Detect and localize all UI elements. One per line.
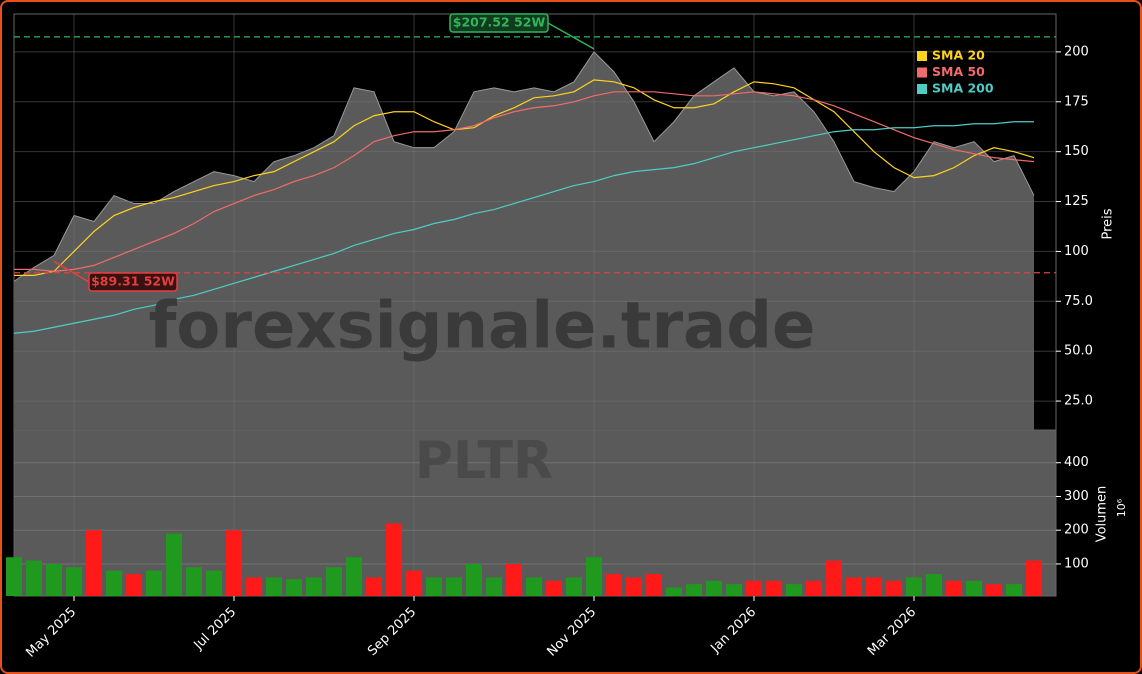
y2-tick-label: 200 [1064,523,1089,538]
volume-bar [446,577,462,596]
volume-bar [286,579,302,596]
volume-bar [986,584,1002,596]
legend-swatch [917,67,927,78]
volume-bar [826,560,842,596]
price-area [14,51,1034,430]
ticker-watermark: PLTR [415,431,553,491]
volume-bar [246,577,262,596]
volume-bar [946,580,962,596]
low-arrow [53,260,90,283]
y2-unit: 10⁶ [1115,498,1128,517]
volume-bar [226,530,242,596]
high-label: $207.52 52W [453,15,546,30]
volume-bar [766,580,782,596]
volume-bar [466,563,482,596]
sma-line [14,79,1035,276]
volume-bar [346,557,362,596]
y2-tick-label: 300 [1064,489,1089,504]
y-tick-label: 100 [1064,244,1089,259]
volume-bar [726,584,742,596]
y-tick-label: 150 [1064,144,1089,159]
volume-bar [866,577,882,596]
x-tick-label: Jan 2026 [707,605,759,657]
y2-tick-label: 400 [1064,455,1089,470]
y-tick-label: 50.0 [1064,344,1093,359]
volume-bar [406,570,422,596]
volume-bar [626,577,642,596]
volume-bar [106,570,122,596]
y-tick-label: 75.0 [1064,294,1093,309]
volume-bar [686,584,702,596]
volume-bar [166,533,182,596]
y-tick-label: 25.0 [1064,394,1093,409]
volume-bar [6,557,22,596]
legend-label: SMA 50 [932,64,985,79]
volume-bar [906,577,922,596]
volume-bar [526,577,542,596]
volume-bar [546,580,562,596]
high-box [449,13,549,33]
volume-bar [806,580,822,596]
y-tick-label: 200 [1064,44,1089,59]
volume-bar [66,567,82,596]
watermark: forexsignale.trade [149,290,816,364]
low-label: $89.31 52W [91,274,175,289]
volume-bar [786,584,802,596]
volume-bar [326,567,342,596]
volume-bar [506,563,522,596]
volume-bar [646,574,662,596]
volume-bar [886,580,902,596]
volume-bar [586,557,602,596]
x-tick-label: Jul 2025 [191,605,240,654]
volume-bar [846,577,862,596]
volume-bar [266,577,282,596]
volume-bar [366,577,382,596]
y-tick-label: 175 [1064,94,1089,109]
volume-bar [566,577,582,596]
volume-bar [46,563,62,596]
volume-bar [426,577,442,596]
sma-line [13,121,1034,334]
volume-bar [966,580,982,596]
sma-line [14,91,1035,272]
volume-bar [666,587,682,596]
volume-bar [386,523,402,596]
volume-bar [26,560,42,596]
volume-bar [1026,560,1042,596]
x-tick-label: May 2025 [23,605,79,661]
legend-swatch [917,51,927,61]
volume-bar [746,580,762,596]
x-tick-label: Mar 2026 [865,605,919,659]
volume-bar [1006,584,1022,596]
volume-bar [606,574,622,596]
volume-bar [146,570,162,596]
x-tick-label: Sep 2025 [365,605,419,659]
volume-bar [306,577,322,596]
y2-axis-label: Volumen [1095,486,1110,543]
y2-tick-label: 100 [1064,556,1089,571]
low-box [88,272,178,292]
volume-bar [486,577,502,596]
volume-bar [206,570,222,596]
x-tick-label: Nov 2025 [544,605,599,660]
high-arrow [547,22,595,50]
volume-bar [86,530,102,596]
legend-label: SMA 200 [932,81,994,96]
legend-label: SMA 20 [932,48,985,63]
volume-bar [126,574,142,596]
volume-bar [706,580,722,596]
volume-bar [186,567,202,596]
y-tick-label: 125 [1064,194,1089,209]
price-line [13,51,1035,282]
legend-swatch [917,84,927,94]
y-axis-label: Preis [1101,208,1116,239]
volume-bar [926,574,942,596]
